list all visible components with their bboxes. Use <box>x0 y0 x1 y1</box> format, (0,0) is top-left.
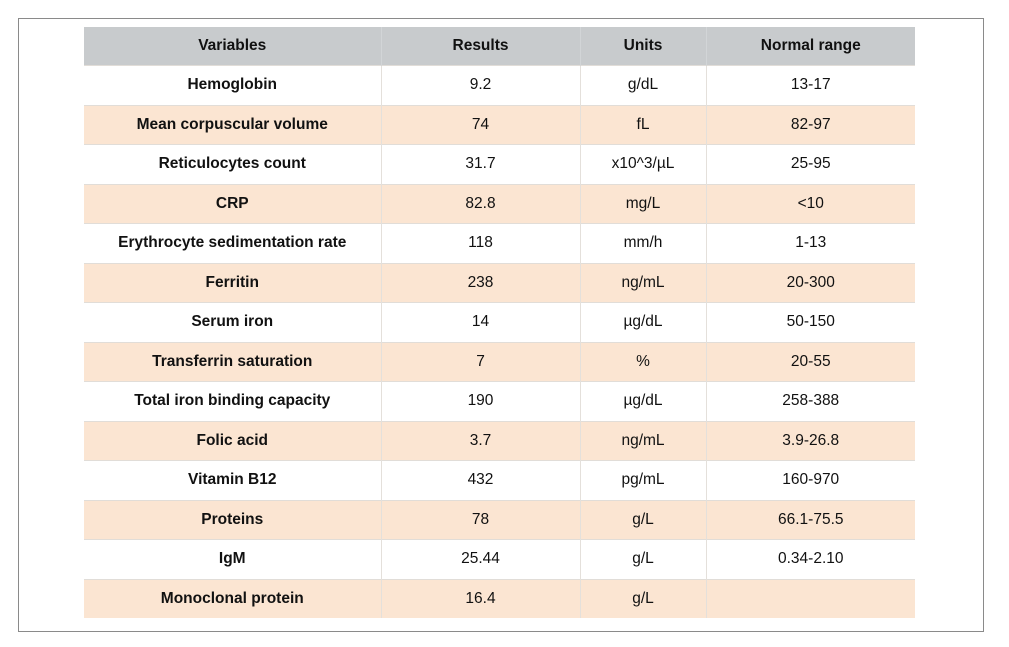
cell-unit: g/dL <box>579 65 706 105</box>
cell-normal-range: 1-13 <box>705 223 915 263</box>
cell-unit: x10^3/µL <box>579 144 706 184</box>
table-row: Proteins 78 g/L 66.1-75.5 <box>84 499 915 540</box>
cell-result: 25.44 <box>380 539 580 579</box>
cell-variable: Erythrocyte sedimentation rate <box>84 223 381 263</box>
cell-variable: Vitamin B12 <box>84 460 381 500</box>
table-row: Serum iron 14 µg/dL 50-150 <box>84 302 915 342</box>
cell-result: 9.2 <box>380 65 580 105</box>
cell-normal-range: 13-17 <box>705 65 915 105</box>
cell-unit: pg/mL <box>579 460 706 500</box>
cell-variable: Transferrin saturation <box>84 341 381 382</box>
cell-result: 16.4 <box>380 578 580 618</box>
table-row: Ferritin 238 ng/mL 20-300 <box>84 262 915 303</box>
table-body: Hemoglobin 9.2 g/dL 13-17 Mean corpuscular v… <box>84 65 915 618</box>
table-row: Vitamin B12 432 pg/mL 160-970 <box>84 460 915 500</box>
cell-result: 78 <box>380 499 580 540</box>
table-row: CRP 82.8 mg/L <10 <box>84 183 915 224</box>
cell-unit: ng/mL <box>579 420 706 461</box>
cell-result: 3.7 <box>380 420 580 461</box>
cell-normal-range: 50-150 <box>705 302 915 342</box>
cell-unit: g/L <box>579 499 706 540</box>
cell-result: 238 <box>380 262 580 303</box>
table-row: Transferrin saturation 7% 20-55 <box>84 341 915 382</box>
cell-variable: IgM <box>84 539 381 579</box>
cell-normal-range: 258-388 <box>705 381 915 421</box>
cell-result: 432 <box>380 460 580 500</box>
cell-result: 31.7 <box>380 144 580 184</box>
cell-normal-range: 20-55 <box>705 341 915 382</box>
cell-unit: µg/dL <box>579 302 706 342</box>
cell-result: 190 <box>380 381 580 421</box>
cell-normal-range: 0.34-2.10 <box>705 539 915 579</box>
cell-variable: CRP <box>84 183 381 224</box>
header-results: Results <box>380 27 580 66</box>
cell-result: 82.8 <box>380 183 580 224</box>
header-units: Units <box>579 27 706 66</box>
cell-result: 118 <box>380 223 580 263</box>
cell-result: 14 <box>380 302 580 342</box>
cell-variable: Hemoglobin <box>84 65 381 105</box>
cell-normal-range: 25-95 <box>705 144 915 184</box>
cell-unit: µg/dL <box>579 381 706 421</box>
table-row: Hemoglobin 9.2 g/dL 13-17 <box>84 65 915 105</box>
cell-normal-range: 20-300 <box>705 262 915 303</box>
cell-unit: mg/L <box>579 183 706 224</box>
cell-variable: Total iron binding capacity <box>84 381 381 421</box>
cell-unit: % <box>579 341 706 382</box>
cell-unit: g/L <box>579 539 706 579</box>
cell-unit: ng/mL <box>579 262 706 303</box>
cell-variable: Proteins <box>84 499 381 540</box>
cell-normal-range: <10 <box>705 183 915 224</box>
table-header: Variables Results Units Normal range <box>84 27 915 66</box>
table-row: IgM 25.44 g/L 0.34-2.10 <box>84 539 915 579</box>
table-row: Mean corpuscular volume 74 fL 82-97 <box>84 104 915 145</box>
table-row: Total iron binding capacity 190 µg/dL 258-3… <box>84 381 915 421</box>
cell-variable: Serum iron <box>84 302 381 342</box>
header-row: Variables Results Units Normal range <box>84 27 915 66</box>
cell-variable: Ferritin <box>84 262 381 303</box>
cell-result: 74 <box>380 104 580 145</box>
cell-unit: g/L <box>579 578 706 618</box>
table-row: Folic acid 3.7 ng/mL 3.9-26.8 <box>84 420 915 461</box>
cell-normal-range: 160-970 <box>705 460 915 500</box>
lab-results-table: Variables Results Units Normal range Hem… <box>84 27 915 618</box>
cell-variable: Reticulocytes count <box>84 144 381 184</box>
cell-variable: Monoclonal protein <box>84 578 381 618</box>
table-row: Monoclonal protein 16.4 g/L <box>84 578 915 618</box>
cell-variable: Folic acid <box>84 420 381 461</box>
header-variables: Variables <box>84 27 381 66</box>
cell-variable: Mean corpuscular volume <box>84 104 381 145</box>
cell-unit: fL <box>579 104 706 145</box>
cell-unit: mm/h <box>579 223 706 263</box>
table-row: Erythrocyte sedimentation rate 118 mm/h 1-1… <box>84 223 915 263</box>
cell-normal-range: 3.9-26.8 <box>705 420 915 461</box>
table-row: Reticulocytes count 31.7 x10^3/µL 25-95 <box>84 144 915 184</box>
cell-normal-range: 66.1-75.5 <box>705 499 915 540</box>
header-normal-range: Normal range <box>705 27 915 66</box>
cell-result: 7 <box>380 341 580 382</box>
cell-normal-range: 82-97 <box>705 104 915 145</box>
cell-normal-range <box>705 578 915 618</box>
